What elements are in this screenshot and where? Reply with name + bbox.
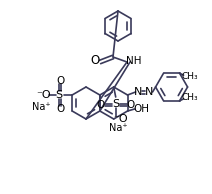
- Text: O: O: [56, 76, 64, 86]
- Text: S: S: [112, 99, 119, 109]
- Text: S: S: [56, 90, 63, 100]
- Text: CH₃: CH₃: [181, 93, 198, 102]
- Text: O: O: [97, 100, 105, 110]
- Text: N: N: [133, 87, 142, 97]
- Text: OH: OH: [134, 104, 150, 114]
- Text: O: O: [127, 100, 135, 110]
- Text: CH₃: CH₃: [181, 72, 198, 81]
- Text: ⁻O: ⁻O: [36, 90, 50, 100]
- Text: O: O: [90, 55, 100, 68]
- Text: O: O: [56, 104, 64, 114]
- Text: N: N: [144, 87, 153, 97]
- Text: Na⁺: Na⁺: [109, 123, 128, 133]
- Text: Na⁺: Na⁺: [32, 102, 50, 112]
- Text: NH: NH: [126, 56, 142, 66]
- Text: ⁻O: ⁻O: [113, 114, 128, 124]
